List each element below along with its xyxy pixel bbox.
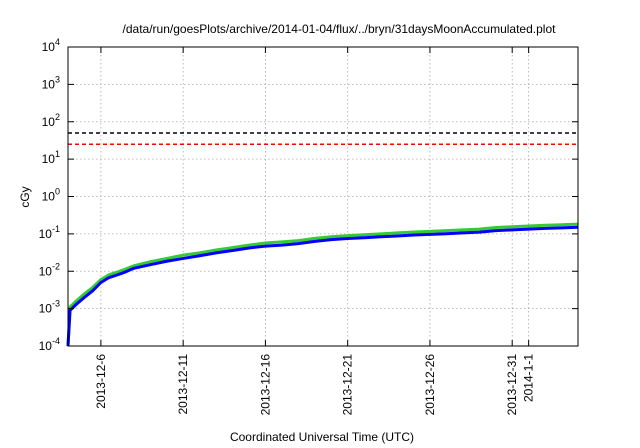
y-tick-label: 102 bbox=[42, 112, 60, 129]
y-axis: 10-4 10-3 10-2 10-1 100 101 102 103 104 bbox=[39, 37, 578, 353]
y-tick-label: 10-1 bbox=[39, 224, 60, 241]
x-tick-label: 2013-12-16 bbox=[258, 354, 272, 416]
reference-lines bbox=[68, 132, 578, 146]
x-tick-label: 2014-1-1 bbox=[522, 354, 536, 402]
y-tick-label: 104 bbox=[42, 37, 60, 54]
y-axis-label: cGy bbox=[18, 186, 32, 207]
x-tick-label: 2013-12-31 bbox=[505, 354, 519, 416]
y-tick-label: 100 bbox=[42, 187, 60, 204]
y-tick-label: 101 bbox=[42, 149, 60, 166]
y-tick-label: 10-3 bbox=[39, 299, 60, 316]
series-line bbox=[66, 222, 579, 347]
y-tick-label: 10-4 bbox=[39, 336, 60, 353]
x-tick-label: 2013-12-26 bbox=[423, 354, 437, 416]
series-group bbox=[66, 222, 579, 347]
x-tick-label: 2013-12-6 bbox=[94, 354, 108, 409]
grid bbox=[68, 47, 578, 346]
y-tick-label: 10-2 bbox=[39, 261, 60, 278]
y-tick-label: 103 bbox=[42, 74, 60, 91]
series-line bbox=[66, 225, 579, 347]
x-axis-label: Coordinated Universal Time (UTC) bbox=[230, 430, 414, 444]
x-tick-label: 2013-12-21 bbox=[341, 354, 355, 416]
x-tick-label: 2013-12-11 bbox=[176, 354, 190, 415]
chart-title: /data/run/goesPlots/archive/2014-01-04/f… bbox=[123, 22, 557, 36]
x-axis: 2013-12-6 2013-12-11 2013-12-16 2013-12-21 2… bbox=[94, 47, 536, 415]
